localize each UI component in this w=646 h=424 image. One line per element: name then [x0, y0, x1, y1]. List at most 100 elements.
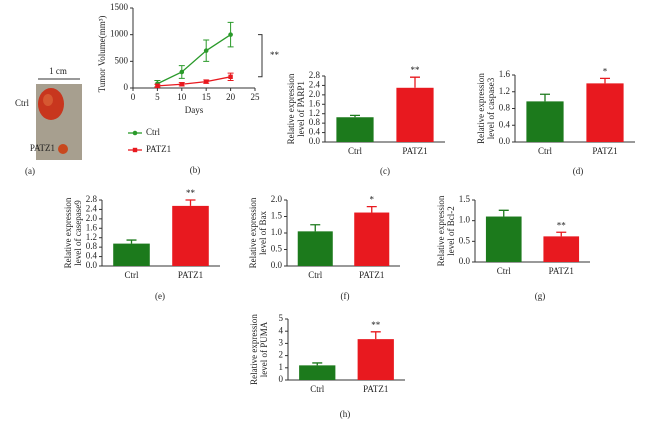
- panel-label: (b): [190, 165, 201, 175]
- x-tick-label: PATZ1: [592, 146, 617, 156]
- error-bar: [310, 224, 321, 232]
- bar: [172, 205, 209, 266]
- y-tick-label: 0: [279, 374, 284, 384]
- y-tick-label: 3: [279, 337, 284, 347]
- error-bar: [600, 77, 610, 84]
- legend-marker: [132, 130, 138, 136]
- marker: [203, 48, 209, 53]
- error-bar: [185, 199, 196, 206]
- y-axis-label: Tumor Volume(mm³): [97, 16, 107, 93]
- marker: [204, 79, 209, 84]
- photo-panel: 1 cm Ctrl PATZ1 (a): [15, 66, 82, 176]
- chart-panel: 0 500 1000 1500 0 5 10 15 20 25 Days Tumor Volume(m…: [97, 2, 279, 175]
- x-tick-label: PATZ1: [402, 146, 427, 156]
- y-tick-label: 0.0: [271, 260, 283, 270]
- y-axis-label: Relative expression: [286, 73, 296, 144]
- bar: [357, 339, 394, 380]
- bar: [543, 236, 580, 262]
- x-tick-label: Ctrl: [310, 384, 325, 394]
- bar: [396, 87, 434, 142]
- x-tick-label: Ctrl: [124, 270, 139, 280]
- bar: [299, 365, 336, 380]
- y-axis-label: level of PARP1: [296, 81, 306, 137]
- y-tick-label: 1.5: [271, 211, 283, 221]
- y-tick-label: 4: [279, 325, 284, 335]
- y-tick-label: 2.8: [309, 70, 321, 80]
- y-tick-label: 1: [279, 362, 284, 372]
- legend-marker: [132, 147, 138, 153]
- panel-label: (g): [535, 291, 546, 301]
- y-tick-label: 0.8: [309, 117, 321, 127]
- y-tick-label: 2.0: [271, 194, 283, 204]
- x-tick-label: PATZ1: [178, 270, 203, 280]
- panel-label: (d): [573, 166, 584, 176]
- y-tick-label: 0.0: [459, 256, 471, 266]
- error-bar: [540, 93, 550, 102]
- y-tick-label: 1.0: [459, 215, 471, 225]
- panel-label: (e): [155, 291, 165, 301]
- y-tick-label: 1.0: [271, 227, 283, 237]
- chart-panel: 0.0 0.5 1.0 1.5 Relative expression level of …: [436, 194, 590, 301]
- y-tick-label: 1.6: [86, 222, 98, 232]
- y-axis-label: Relative expression: [248, 197, 258, 268]
- scale-label: 1 cm: [49, 66, 67, 76]
- y-tick-label: 1.2: [309, 108, 320, 118]
- y-tick-label: 0.0: [499, 136, 511, 146]
- y-tick-label: 1500: [110, 2, 129, 12]
- chart-panel: 0.0 0.5 1.0 1.5 2.0 Relative expression level …: [248, 194, 400, 301]
- x-tick-label: 10: [177, 92, 187, 102]
- bar: [586, 83, 624, 142]
- error-bar: [366, 205, 377, 213]
- significance-label: **: [270, 50, 280, 60]
- marker: [179, 69, 185, 75]
- y-tick-label: 0: [124, 82, 129, 92]
- y-tick-label: 1.2: [499, 86, 510, 96]
- y-tick-label: 1.6: [499, 69, 511, 79]
- significance-label: **: [411, 65, 421, 75]
- y-tick-label: 1.2: [86, 232, 97, 242]
- significance-bracket: [258, 34, 263, 78]
- y-tick-label: 0.5: [271, 244, 283, 254]
- y-tick-label: 0.0: [86, 260, 98, 270]
- y-tick-label: 0.4: [86, 251, 98, 261]
- marker: [155, 83, 160, 89]
- y-tick-label: 1000: [110, 29, 129, 39]
- y-axis-label: level of Bax: [258, 211, 268, 255]
- error-bar: [556, 231, 567, 237]
- y-tick-label: 0.8: [499, 103, 511, 113]
- y-tick-label: 2.4: [309, 79, 321, 89]
- error-bar: [312, 362, 323, 366]
- error-bar: [410, 76, 420, 88]
- y-tick-label: 1.6: [309, 98, 321, 108]
- photo-label: Ctrl: [15, 98, 30, 108]
- legend-label: Ctrl: [146, 127, 161, 137]
- x-tick-label: PATZ1: [549, 266, 574, 276]
- marker: [228, 32, 233, 37]
- bar: [113, 243, 150, 266]
- marker: [228, 74, 233, 79]
- y-tick-label: 0.0: [309, 136, 321, 146]
- y-tick-label: 0.8: [86, 241, 98, 251]
- panel-label: (c): [380, 166, 390, 176]
- significance-label: *: [370, 195, 375, 205]
- marker: [179, 82, 184, 87]
- chart-panel: 0.00.40.81.21.62.02.42.8 Relative express…: [286, 65, 445, 176]
- series-line: [157, 34, 231, 85]
- y-axis-label: level of caspase3: [486, 77, 496, 139]
- error-bar: [350, 114, 360, 118]
- bar: [354, 212, 390, 266]
- bar: [297, 231, 333, 266]
- x-tick-label: 25: [251, 92, 261, 102]
- y-tick-label: 1.5: [459, 194, 471, 204]
- y-tick-label: 2.0: [86, 213, 98, 223]
- y-tick-label: 2.8: [86, 194, 98, 204]
- chart-panel: 0.00.40.81.21.62.02.42.8 Relative express…: [63, 188, 220, 301]
- y-tick-label: 0.4: [309, 127, 321, 137]
- y-axis-label: level of PUMA: [259, 321, 269, 377]
- chart-panel: 0 1 2 3 4 5 Relative expression level of PUMA Ct…: [249, 313, 405, 419]
- bar: [526, 101, 564, 142]
- y-tick-label: 0.5: [459, 235, 471, 245]
- chart-panel: 0.0 0.4 0.8 1.2 1.6 Relative expression level …: [476, 66, 635, 176]
- error-bar: [370, 331, 381, 340]
- error-bar: [126, 239, 137, 244]
